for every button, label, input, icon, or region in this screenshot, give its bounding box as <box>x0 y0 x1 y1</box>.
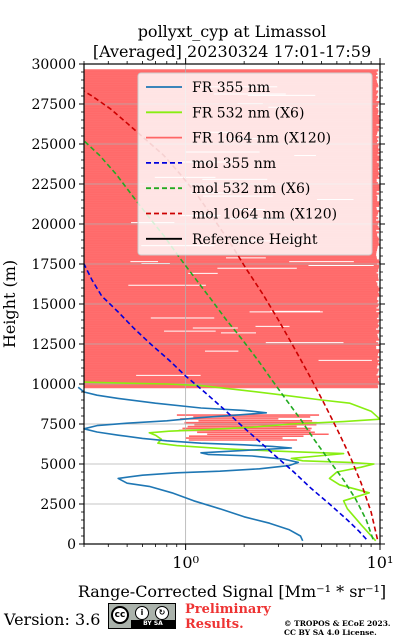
series-line-1 <box>83 381 381 542</box>
y-tick-label: 20000 <box>31 217 76 233</box>
y-tick-label: 25000 <box>31 137 76 153</box>
preliminary-notice: Preliminary Results. <box>185 602 271 632</box>
y-tick-label: 2500 <box>40 497 76 513</box>
attribution-icon: i <box>135 606 149 620</box>
legend-box <box>137 72 373 256</box>
y-tick-label: 10000 <box>31 377 76 393</box>
legend-label-5: mol 1064 nm (X120) <box>192 207 337 223</box>
series-layer <box>77 90 381 542</box>
y-tick-label: 7500 <box>40 417 76 433</box>
preliminary-line-2: Results. <box>185 617 244 632</box>
series-line-0 <box>77 386 304 542</box>
preliminary-line-1: Preliminary <box>185 602 271 617</box>
cc-by-sa-label: BY SA <box>131 620 175 628</box>
legend-label-3: mol 355 nm <box>192 156 276 172</box>
x-tick-label: 10⁰ <box>172 553 199 572</box>
y-tick-label: 12500 <box>31 337 76 353</box>
copyright-line-2: CC BY SA 4.0 License. <box>284 628 377 637</box>
series-line-5 <box>83 90 379 540</box>
legend-label-2: FR 1064 nm (X120) <box>192 131 331 147</box>
axes: 0 2500 5000 7500 10000 12500 15000 17500 20000 22… <box>31 57 393 572</box>
y-tick-label: 5000 <box>40 457 76 473</box>
chart-subtitle: [Averaged] 20230324 17:01-17:59 <box>93 42 371 61</box>
y-tick-label: 15000 <box>31 297 76 313</box>
legend-label-4: mol 532 nm (X6) <box>192 181 310 197</box>
x-axis-label: Range-Corrected Signal [Mm⁻¹ * sr⁻¹] <box>78 582 386 601</box>
y-tick-label: 0 <box>67 537 76 553</box>
copyright-line-1: © TROPOS & ECoE 2023. <box>284 619 391 628</box>
version-label: Version: 3.6 <box>4 610 101 629</box>
legend-label-6: Reference Height <box>192 232 318 248</box>
series-line-3 <box>83 263 367 540</box>
y-tick-label: 30000 <box>31 57 76 73</box>
cc-icon: cc <box>111 606 129 624</box>
cc-license-badge[interactable]: cc i ↻ BY SA <box>108 603 176 629</box>
legend-label-0: FR 355 nm <box>192 80 270 96</box>
y-tick-label: 22500 <box>31 177 76 193</box>
y-tick-label: 17500 <box>31 257 76 273</box>
x-tick-label: 10¹ <box>367 553 394 572</box>
chart-title: pollyxt_cyp at Limassol <box>138 22 327 41</box>
y-axis-label: Height (m) <box>0 260 19 348</box>
y-tick-label: 27500 <box>31 97 76 113</box>
series-line-4 <box>83 140 374 540</box>
legend-label-1: FR 532 nm (X6) <box>192 105 304 121</box>
copyright-notice: © TROPOS & ECoE 2023. CC BY SA 4.0 Licen… <box>284 619 391 637</box>
legend: FR 355 nm FR 532 nm (X6) FR 1064 nm (X120)… <box>137 72 373 256</box>
share-alike-icon: ↻ <box>155 606 169 620</box>
